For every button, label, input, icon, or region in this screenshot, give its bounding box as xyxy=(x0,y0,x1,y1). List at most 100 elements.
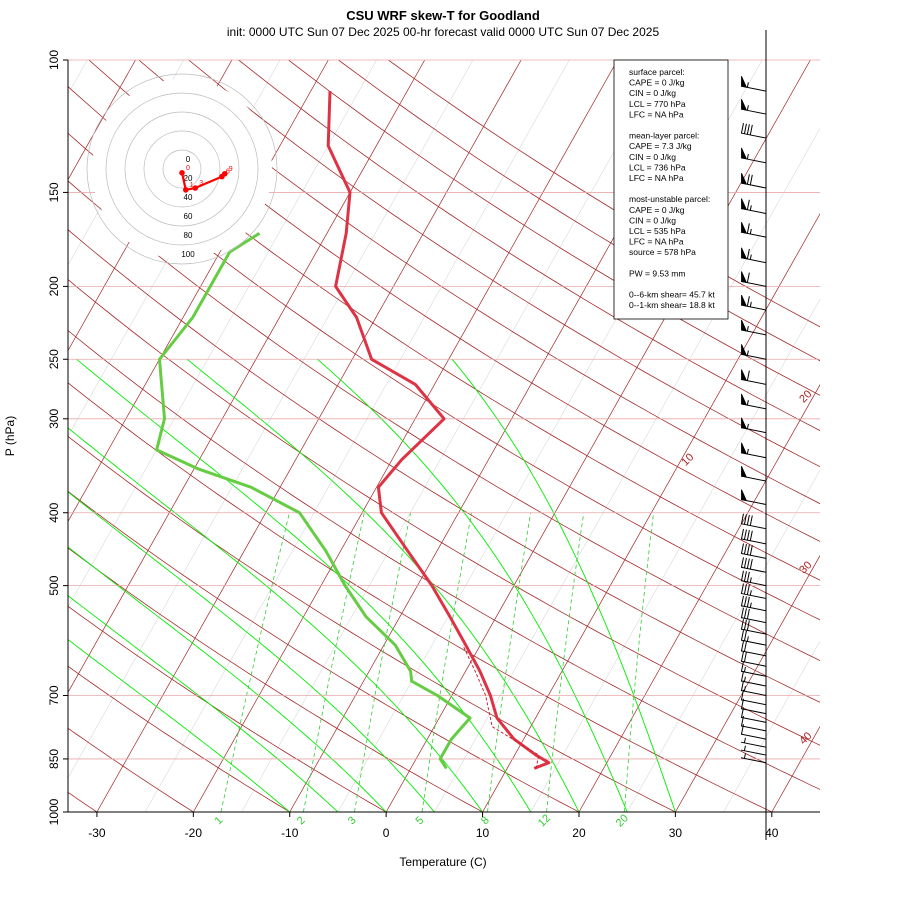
info-line: CAPE = 0 J/kg xyxy=(629,205,685,215)
hodograph-ring-label: 100 xyxy=(181,250,195,259)
hodograph-ring-label: 0 xyxy=(186,155,191,164)
wind-barb-pennant xyxy=(741,393,748,406)
wind-barb-pennant xyxy=(741,369,748,382)
wind-barb-half-flag xyxy=(743,753,746,759)
grid-line xyxy=(530,298,820,812)
wind-barb-flag xyxy=(746,558,750,569)
wind-barb xyxy=(740,630,767,646)
wind-barb xyxy=(740,147,767,164)
wind-barb-staff xyxy=(740,566,767,573)
wind-barb-flag xyxy=(743,584,747,595)
wind-barb-staff xyxy=(740,523,767,530)
wind-barb-flag xyxy=(743,123,747,134)
wind-barb-flag xyxy=(743,543,747,555)
wind-barb-flag xyxy=(743,619,747,630)
wind-barb-staff xyxy=(740,725,767,732)
wind-barb-staff xyxy=(740,670,767,677)
wind-barb-staff xyxy=(740,639,767,646)
hodograph-ring xyxy=(86,73,278,265)
wind-barb-flag xyxy=(743,651,747,663)
wind-barb-flag xyxy=(746,596,750,608)
wind-barb-flag xyxy=(740,630,744,641)
info-line: LFC = NA hPa xyxy=(629,237,684,247)
wind-barb-flag xyxy=(746,124,750,135)
wind-barb-pennant xyxy=(741,198,748,211)
moist-adiabat xyxy=(68,595,339,812)
wind-barb-half-flag xyxy=(746,105,749,111)
y-tick-label: 300 xyxy=(47,408,61,428)
x-tick-label: -10 xyxy=(281,826,299,840)
wind-barb xyxy=(740,745,767,756)
wind-barb-flag xyxy=(743,608,747,619)
wind-barb-flag xyxy=(746,272,750,283)
mixing-ratio-line xyxy=(624,512,654,812)
wind-barb xyxy=(740,689,767,706)
wind-barb-flag xyxy=(740,619,744,630)
wind-barb-half-flag xyxy=(746,423,749,430)
mixing-ratio-label: 20 xyxy=(614,812,631,829)
moist-adiabat xyxy=(68,638,290,812)
info-line: mean-layer parcel: xyxy=(629,131,699,141)
wind-barbs xyxy=(740,30,767,840)
wind-barb-flag xyxy=(746,620,750,631)
wind-barb xyxy=(740,543,767,559)
y-tick-label: 700 xyxy=(47,685,61,705)
x-tick-label: 40 xyxy=(765,826,779,840)
wind-barb-pennant xyxy=(741,172,748,185)
y-tick-label: 400 xyxy=(47,502,61,522)
wind-barb-flag xyxy=(743,641,747,652)
x-tick-label: 0 xyxy=(383,826,390,840)
moist-adiabat xyxy=(186,358,580,812)
y-tick-label: 850 xyxy=(47,749,61,769)
hodograph-ring xyxy=(105,92,259,246)
isotherm xyxy=(578,384,820,812)
wind-barb-flag xyxy=(740,724,744,735)
wind-barb-flag xyxy=(740,661,744,672)
wind-barb-flag xyxy=(740,640,744,652)
grid-line xyxy=(68,60,377,608)
wind-barb-flag xyxy=(743,571,747,582)
wind-barb-flag xyxy=(746,174,750,185)
chart-subtitle: init: 0000 UTC Sun 07 Dec 2025 00-hr for… xyxy=(227,25,660,39)
isotherm xyxy=(482,213,820,812)
isotherm xyxy=(385,60,811,812)
hodograph-point xyxy=(179,170,185,176)
wind-barb-flag xyxy=(740,651,744,662)
mixing-ratio-label: 1 xyxy=(212,814,225,827)
wind-barb-staff xyxy=(740,699,767,706)
wind-barb-half-flag xyxy=(749,254,752,260)
wind-barb-flag xyxy=(746,544,750,555)
wind-barb-staff xyxy=(740,628,767,635)
moist-adiabats xyxy=(68,358,676,812)
info-line: source = 578 hPa xyxy=(629,247,696,257)
wind-barb-flag xyxy=(740,698,744,709)
sounding-profiles xyxy=(155,91,551,770)
isotherm xyxy=(193,60,618,812)
wind-barb-pennant xyxy=(741,294,748,307)
wind-barb xyxy=(740,198,767,214)
info-line: LFC = NA hPa xyxy=(629,109,684,119)
wind-barb xyxy=(740,607,767,624)
wind-barb-staff xyxy=(740,650,767,657)
wind-barb-half-flag xyxy=(749,590,752,596)
wind-barb-flag xyxy=(746,296,750,307)
mixing-ratio-label: 5 xyxy=(414,814,427,827)
x-tick-label: -30 xyxy=(88,826,106,840)
wind-barb xyxy=(740,640,767,657)
info-line: CIN = 0 J/kg xyxy=(629,215,676,225)
wind-barb xyxy=(740,724,767,740)
isotherm xyxy=(675,554,820,812)
isotherm xyxy=(868,60,900,812)
wind-barb-staff xyxy=(740,617,767,624)
mixing-ratio-label: 12 xyxy=(536,812,553,829)
hodograph: 0 20 40 60 80 100 0 1 3 69 xyxy=(86,73,278,265)
hodograph-ring-label: 60 xyxy=(184,212,193,221)
x-tick-label: 10 xyxy=(476,826,490,840)
wind-barb-half-flag xyxy=(746,636,749,642)
wind-barb-pennant xyxy=(741,465,748,478)
wind-barb-flag xyxy=(740,671,744,682)
grid-line xyxy=(241,60,666,812)
wind-barb xyxy=(740,753,767,764)
wind-barb-pennant xyxy=(741,271,748,283)
